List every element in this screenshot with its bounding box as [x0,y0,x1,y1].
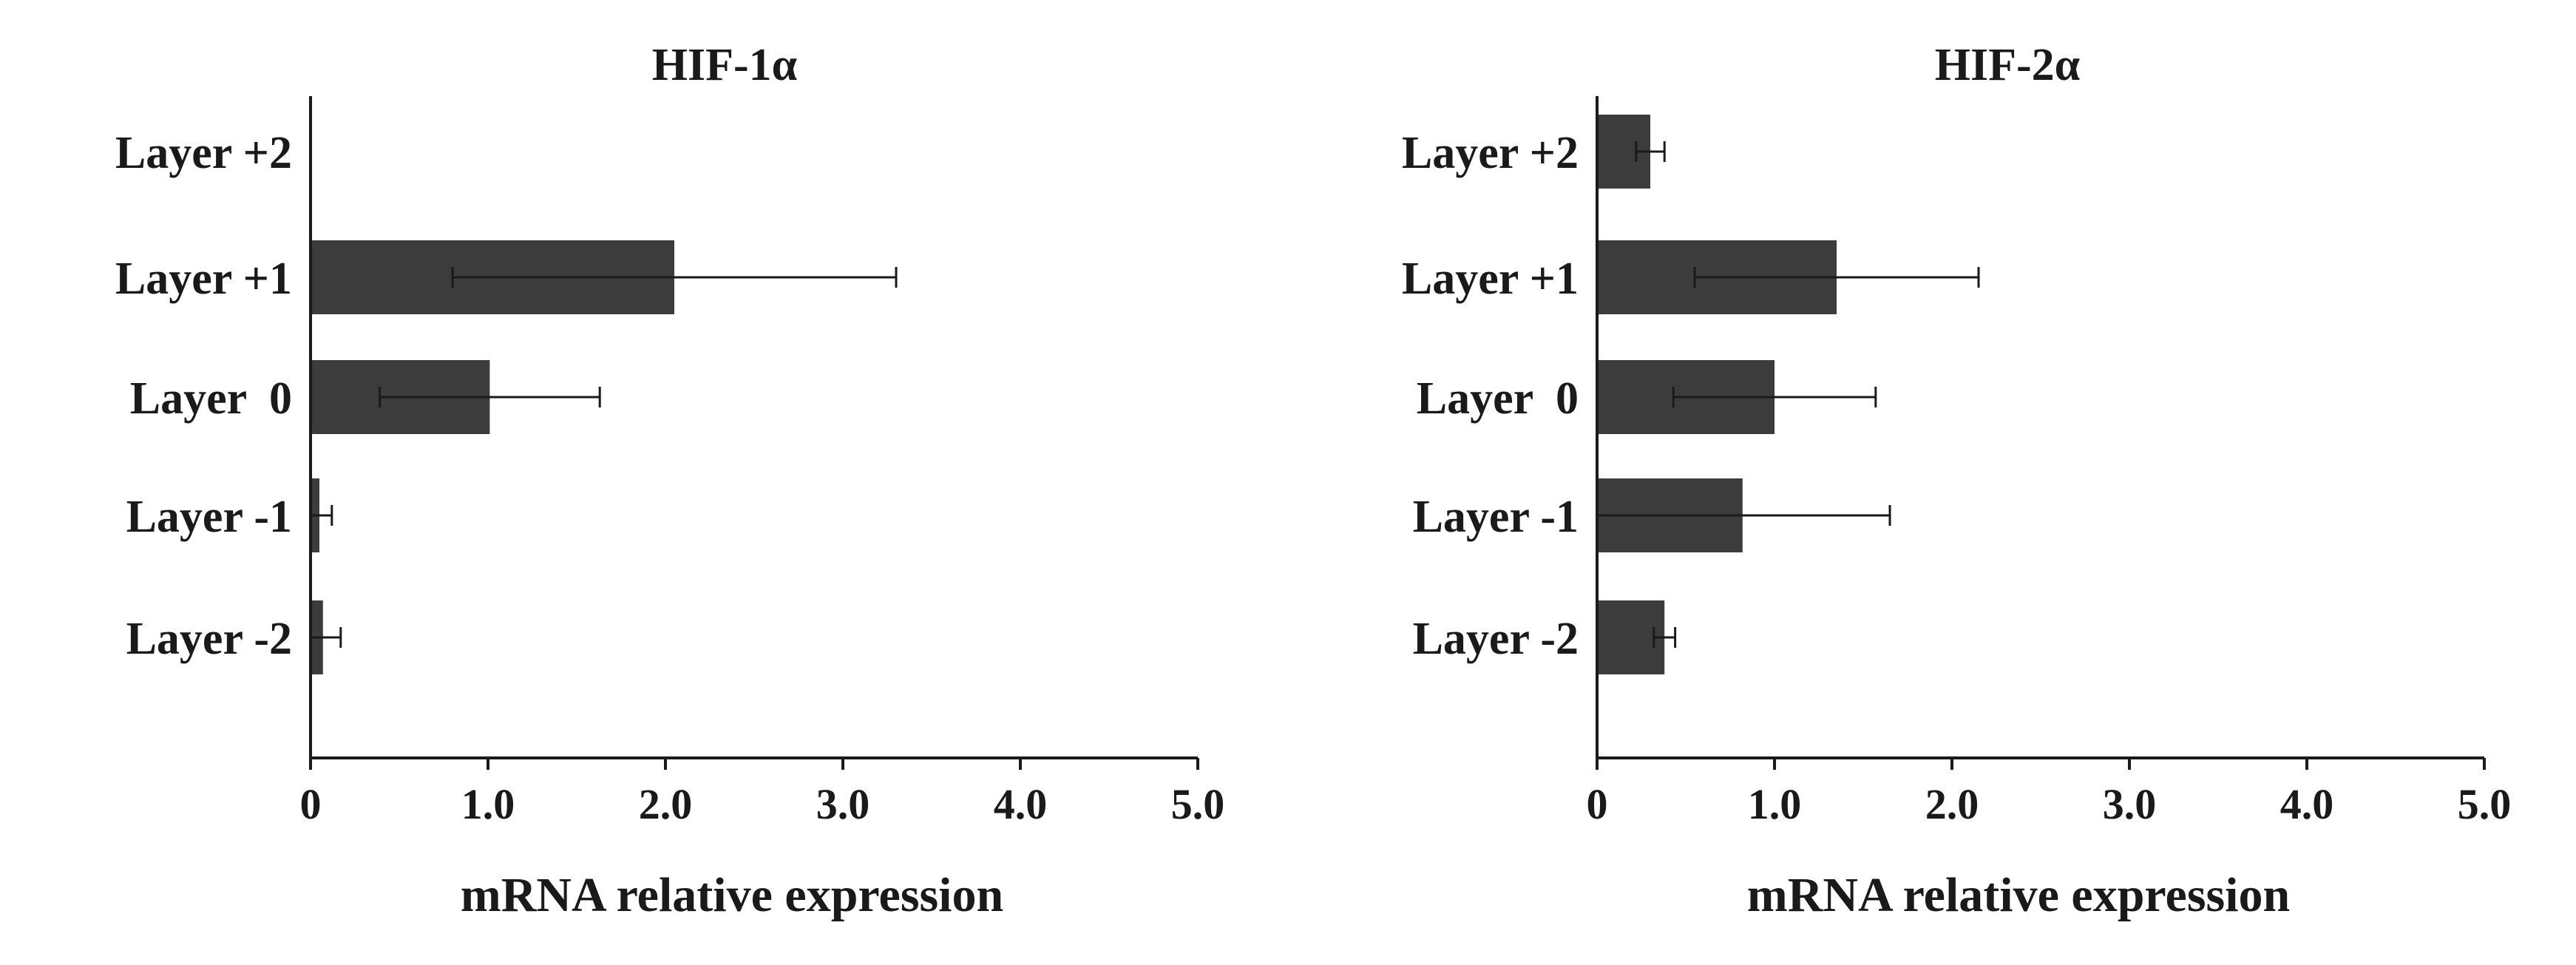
category-label-2: Layer 0 [130,373,292,424]
x-tick-label-3: 3.0 [2103,780,2157,828]
x-tick-label-1: 1.0 [461,780,515,828]
x-tick-label-2: 2.0 [639,780,693,828]
x-axis-label: mRNA relative expression [461,868,1003,922]
chart-panel-hif2a: HIF-2α Layer +2 Layer +1 Layer 0 Layer -1 Lay… [1402,40,2511,922]
x-tick-label-3: 3.0 [816,780,870,828]
category-label-0: Layer +2 [1402,128,1579,178]
category-label-0: Layer +2 [115,128,292,178]
chart-title: HIF-2α [1935,40,2080,90]
x-tick-label-0: 0 [1587,780,1608,828]
category-label-1: Layer +1 [115,254,292,304]
x-tick-label-4: 4.0 [994,780,1048,828]
category-label-1: Layer +1 [1402,254,1579,304]
category-label-4: Layer -2 [1413,614,1579,664]
category-label-3: Layer -1 [1413,492,1579,542]
x-tick-label-2: 2.0 [1925,780,1979,828]
x-axis-label: mRNA relative expression [1747,868,2290,922]
x-tick-label-4: 4.0 [2280,780,2334,828]
chart-panel-hif1a: HIF-1α Layer +2 Layer +1 Layer 0 Layer -1 Lay… [115,40,1224,922]
x-tick-label-5: 5.0 [2458,780,2512,828]
chart-title: HIF-1α [652,40,797,90]
category-label-3: Layer -1 [126,492,292,542]
x-tick-label-1: 1.0 [1748,780,1802,828]
x-tick-label-0: 0 [300,780,322,828]
category-label-2: Layer 0 [1417,373,1579,424]
x-tick-label-5: 5.0 [1171,780,1225,828]
category-label-4: Layer -2 [126,614,292,664]
